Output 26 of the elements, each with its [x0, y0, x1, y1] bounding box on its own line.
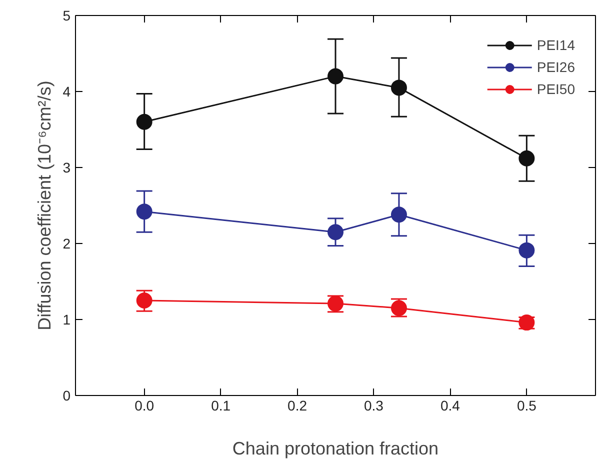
- x-tick-label: 0.1: [211, 398, 231, 414]
- legend-label: PEI14: [536, 37, 575, 53]
- x-tick-label: 0.0: [134, 398, 154, 414]
- y-tick-label: 2: [62, 236, 71, 252]
- y-tick-label: 4: [62, 84, 71, 100]
- point: [390, 80, 407, 96]
- point: [518, 242, 535, 258]
- point: [328, 68, 344, 84]
- y-axis-title: Diffusion coefficient (10⁻⁶cm²/s): [34, 80, 55, 330]
- point: [136, 292, 152, 308]
- point: [518, 150, 535, 166]
- point: [136, 204, 152, 220]
- x-tick-label: 0.5: [516, 398, 537, 414]
- point: [390, 206, 407, 223]
- y-tick-label: 1: [62, 312, 71, 328]
- y-tick-label: 5: [62, 8, 71, 24]
- x-tick-label: 0.3: [364, 398, 384, 414]
- legend-label: PEI50: [536, 81, 575, 97]
- x-axis-title: Chain protonation fraction: [232, 438, 439, 458]
- x-tick-label: 0.4: [440, 398, 460, 414]
- y-tick-label: 0: [62, 388, 71, 404]
- point: [328, 224, 344, 240]
- legend-label: PEI26: [536, 59, 575, 75]
- y-tick-label: 3: [62, 160, 71, 176]
- point: [136, 114, 152, 130]
- x-tick-label: 0.2: [288, 398, 308, 414]
